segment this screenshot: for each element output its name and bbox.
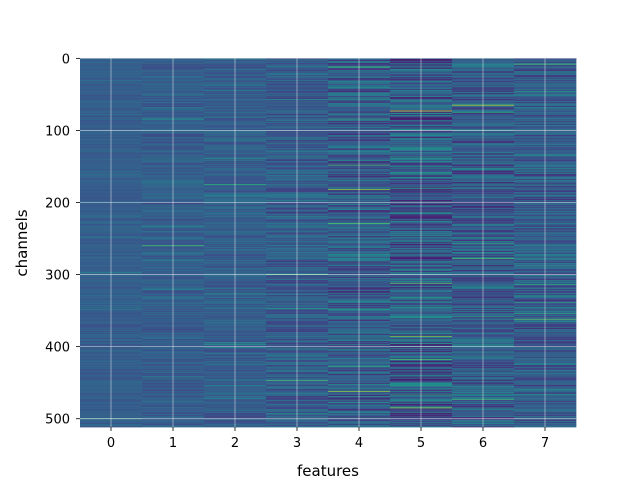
y-tick-label: 200 <box>45 197 70 212</box>
x-tick-label: 1 <box>169 436 177 451</box>
y-tick-label: 300 <box>45 269 70 284</box>
x-tick-label: 6 <box>479 436 487 451</box>
x-tick-label: 3 <box>293 436 301 451</box>
y-tick-label: 400 <box>45 341 70 356</box>
x-tick-label: 4 <box>355 436 363 451</box>
x-axis-label: features <box>297 462 359 480</box>
y-tick-label: 0 <box>62 52 70 67</box>
grid-lines <box>80 57 576 427</box>
axis-ticks: 0 1 2 3 4 5 6 7 0 100 200 300 400 500 <box>45 52 549 451</box>
x-tick-label: 7 <box>541 436 549 451</box>
y-tick-label: 100 <box>45 124 70 139</box>
x-tick-label: 2 <box>231 436 239 451</box>
x-tick-label: 5 <box>417 436 425 451</box>
x-tick-label: 0 <box>107 436 115 451</box>
heatmap-cells <box>80 58 577 428</box>
y-tick-label: 500 <box>45 413 70 428</box>
y-axis-label: channels <box>13 209 31 276</box>
